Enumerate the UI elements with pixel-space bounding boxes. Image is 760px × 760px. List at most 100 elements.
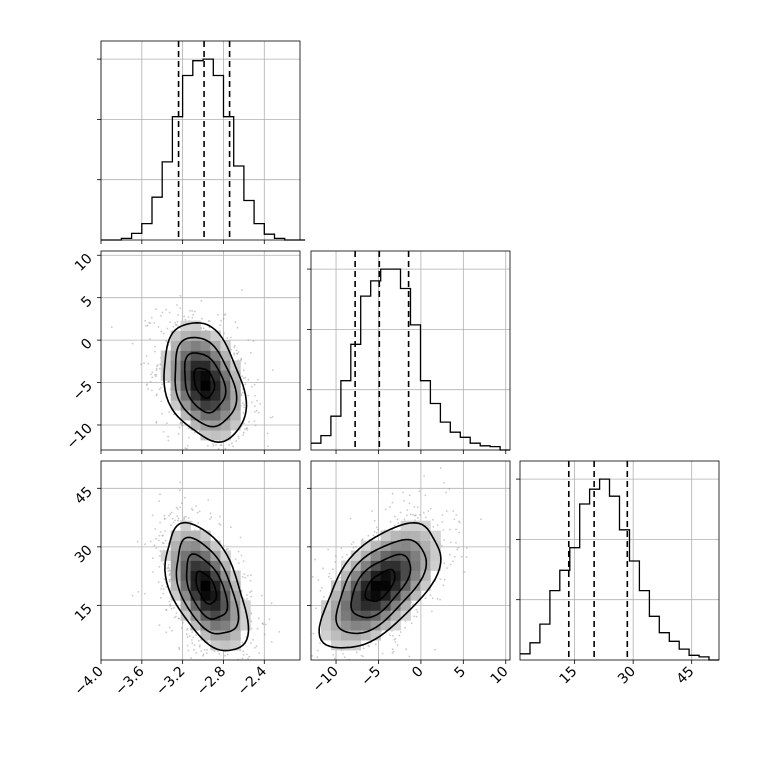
sample-point	[441, 514, 444, 516]
sample-point	[410, 622, 413, 625]
sample-point	[412, 513, 414, 516]
sample-point	[178, 426, 181, 429]
x-tick-label: 10	[488, 664, 512, 688]
sample-point	[174, 321, 177, 324]
sample-point	[392, 650, 395, 653]
sample-point	[399, 511, 402, 514]
density-cell	[410, 540, 421, 551]
sample-point	[160, 314, 162, 317]
density-cell	[350, 640, 362, 651]
sample-point	[192, 636, 195, 639]
sample-point	[250, 590, 253, 592]
sample-point	[240, 589, 243, 592]
density-cell	[230, 370, 241, 381]
sample-point	[177, 517, 180, 520]
sample-point	[220, 444, 223, 447]
sample-point	[161, 541, 164, 544]
sample-point	[200, 300, 203, 302]
density-cell	[210, 350, 221, 361]
density-cell	[170, 400, 182, 411]
sample-point	[386, 678, 388, 680]
sample-point	[249, 579, 252, 582]
sample-point	[162, 431, 165, 433]
sample-point	[232, 445, 235, 448]
sample-point	[168, 578, 171, 581]
sample-point	[358, 670, 360, 672]
sample-point	[377, 528, 379, 531]
density-cell	[170, 560, 182, 571]
density-cell	[180, 580, 191, 591]
sample-point	[181, 422, 183, 425]
sample-point	[167, 435, 170, 438]
sample-point	[319, 642, 321, 644]
y-tick-label: 5	[78, 293, 96, 311]
sample-point	[159, 597, 162, 599]
density-cell	[330, 590, 342, 601]
sample-point	[144, 319, 147, 322]
x-tick-label: −3.6	[112, 663, 147, 698]
sample-point	[222, 544, 225, 547]
sample-point	[424, 597, 427, 599]
sample-point	[230, 661, 232, 663]
sample-point	[149, 540, 152, 543]
sample-point	[186, 444, 189, 447]
sample-point	[177, 314, 180, 316]
sample-point	[157, 581, 160, 583]
sample-point	[261, 622, 264, 624]
sample-point	[349, 517, 352, 520]
sample-point	[242, 369, 245, 372]
sample-point	[186, 629, 189, 631]
sample-point	[168, 569, 171, 572]
sample-point	[391, 652, 394, 654]
sample-point	[391, 501, 394, 504]
sample-point	[480, 518, 482, 521]
sample-point	[443, 539, 446, 541]
sample-point	[234, 451, 236, 453]
sample-point	[257, 411, 260, 414]
sample-point	[402, 491, 404, 494]
sample-point	[339, 669, 341, 671]
sample-point	[186, 644, 189, 647]
sample-point	[449, 553, 451, 556]
sample-point	[240, 358, 243, 361]
joint-density	[101, 461, 300, 663]
density-cell	[210, 410, 221, 421]
density-cell	[390, 570, 401, 581]
sample-point	[311, 673, 313, 675]
panel-frame	[519, 460, 720, 661]
density-cell	[360, 570, 372, 581]
sample-point	[372, 534, 375, 537]
joint-density	[311, 461, 510, 680]
density-cell	[180, 610, 191, 621]
sample-point	[367, 644, 369, 647]
sample-point	[443, 482, 445, 484]
sample-point	[422, 511, 425, 514]
density-cell	[400, 570, 411, 581]
sample-point	[251, 385, 253, 388]
sample-point	[145, 355, 148, 357]
sample-point	[269, 416, 272, 419]
panel-frame	[310, 460, 511, 661]
sample-point	[246, 598, 248, 600]
density-cell	[230, 390, 241, 401]
joint-panel-1-2	[310, 460, 511, 680]
sample-point	[197, 522, 200, 524]
sample-point	[160, 330, 163, 333]
sample-point	[202, 654, 205, 657]
x-tick-label: 15	[557, 664, 581, 688]
sample-point	[168, 499, 170, 501]
density-cell	[200, 340, 211, 351]
sample-point	[439, 598, 441, 601]
sample-point	[241, 375, 244, 378]
sample-point	[242, 377, 245, 380]
density-cell	[220, 430, 231, 441]
sample-point	[183, 516, 186, 519]
sample-point	[153, 350, 156, 353]
density-cell	[340, 570, 352, 581]
sample-point	[394, 515, 396, 518]
sample-point	[404, 626, 406, 629]
density-cell	[170, 390, 182, 401]
density-cell	[320, 620, 332, 631]
sample-point	[373, 530, 376, 533]
